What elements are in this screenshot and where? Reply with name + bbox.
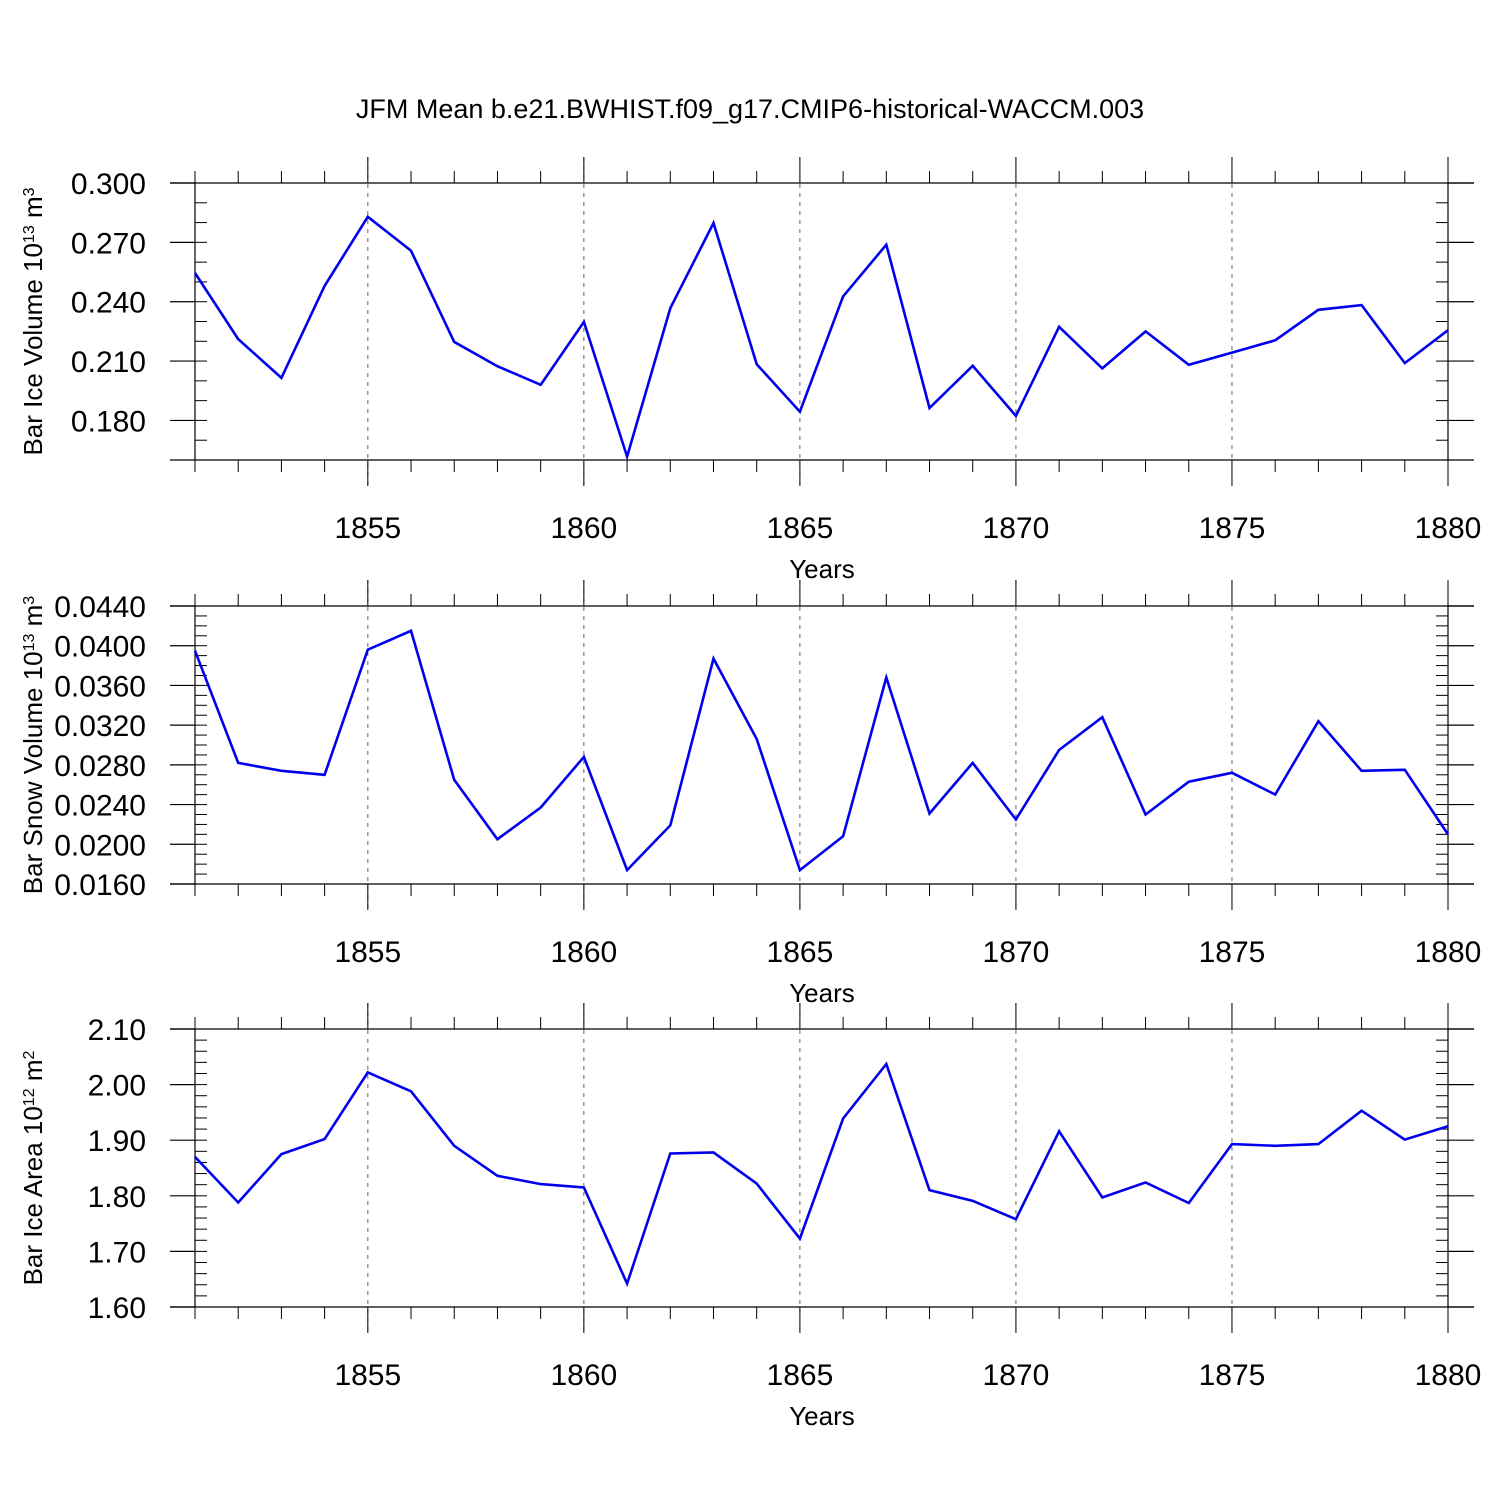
series-line [193,629,1450,873]
x-axis-label: Years [789,554,855,584]
x-tick-label: 1875 [1199,1359,1266,1392]
x-tick-label: 1865 [767,512,834,545]
y-tick-label: 2.00 [88,1070,146,1103]
series-line [194,1061,1449,1288]
x-tick-label: 1875 [1199,936,1266,969]
y-tick-label: 0.0200 [54,829,146,862]
x-axis-label: Years [789,978,855,1008]
x-tick-label: 1865 [767,1359,834,1392]
y-tick-label: 0.0240 [54,790,146,823]
ice-area-panel: 1.60 1.70 1.80 1.90 2.00 2.10 1855 1860 1865 1870… [18,1003,1481,1431]
x-tick-label: 1860 [550,512,617,545]
y-tick-label: 0.180 [71,405,146,438]
y-tick-label: 1.90 [88,1125,146,1158]
y-tick-label: 0.0360 [54,670,146,703]
y-axis-label: Bar Ice Area 1012 m2 [18,1050,48,1285]
x-tick-label: 1880 [1415,936,1482,969]
x-tick-label: 1870 [983,936,1050,969]
y-axis-label: Bar Snow Volume 1013 m3 [18,596,48,895]
x-tick-label: 1865 [767,936,834,969]
y-tick-label: 0.240 [71,287,146,320]
snow-volume-panel: 0.0160 0.0200 0.0240 0.0280 0.0320 0.0360 0.04… [18,580,1481,1008]
x-tick-label: 1855 [334,1359,401,1392]
chart-panels: 0.180 0.210 0.240 0.270 0.300 1855 1860 1865 187… [18,157,1481,1431]
x-tick-label: 1880 [1415,512,1482,545]
y-tick-label: 0.0440 [54,591,146,624]
x-tick-label: 1860 [550,936,617,969]
y-tick-label: 1.60 [88,1292,146,1325]
ice-volume-panel: 0.180 0.210 0.240 0.270 0.300 1855 1860 1865 187… [18,157,1481,584]
x-tick-label: 1870 [983,512,1050,545]
y-tick-label: 1.80 [88,1181,146,1214]
x-tick-label: 1855 [334,512,401,545]
y-tick-label: 0.0400 [54,631,146,664]
x-tick-label: 1875 [1199,512,1266,545]
x-tick-label: 1880 [1415,1359,1482,1392]
y-tick-label: 0.300 [71,168,146,201]
y-tick-label: 0.270 [71,227,146,260]
x-tick-label: 1855 [334,936,401,969]
series-line [193,214,1449,462]
y-axis-label: Bar Ice Volume 1013 m3 [18,187,48,455]
x-tick-label: 1870 [983,1359,1050,1392]
y-tick-label: 0.210 [71,346,146,379]
y-tick-label: 1.70 [88,1236,146,1269]
x-tick-label: 1860 [550,1359,617,1392]
y-tick-label: 2.10 [88,1014,146,1047]
y-tick-label: 0.0320 [54,710,146,743]
y-tick-label: 0.0160 [54,869,146,902]
x-axis-label: Years [789,1401,855,1431]
figure-title: JFM Mean b.e21.BWHIST.f09_g17.CMIP6-hist… [356,94,1144,124]
y-tick-label: 0.0280 [54,750,146,783]
